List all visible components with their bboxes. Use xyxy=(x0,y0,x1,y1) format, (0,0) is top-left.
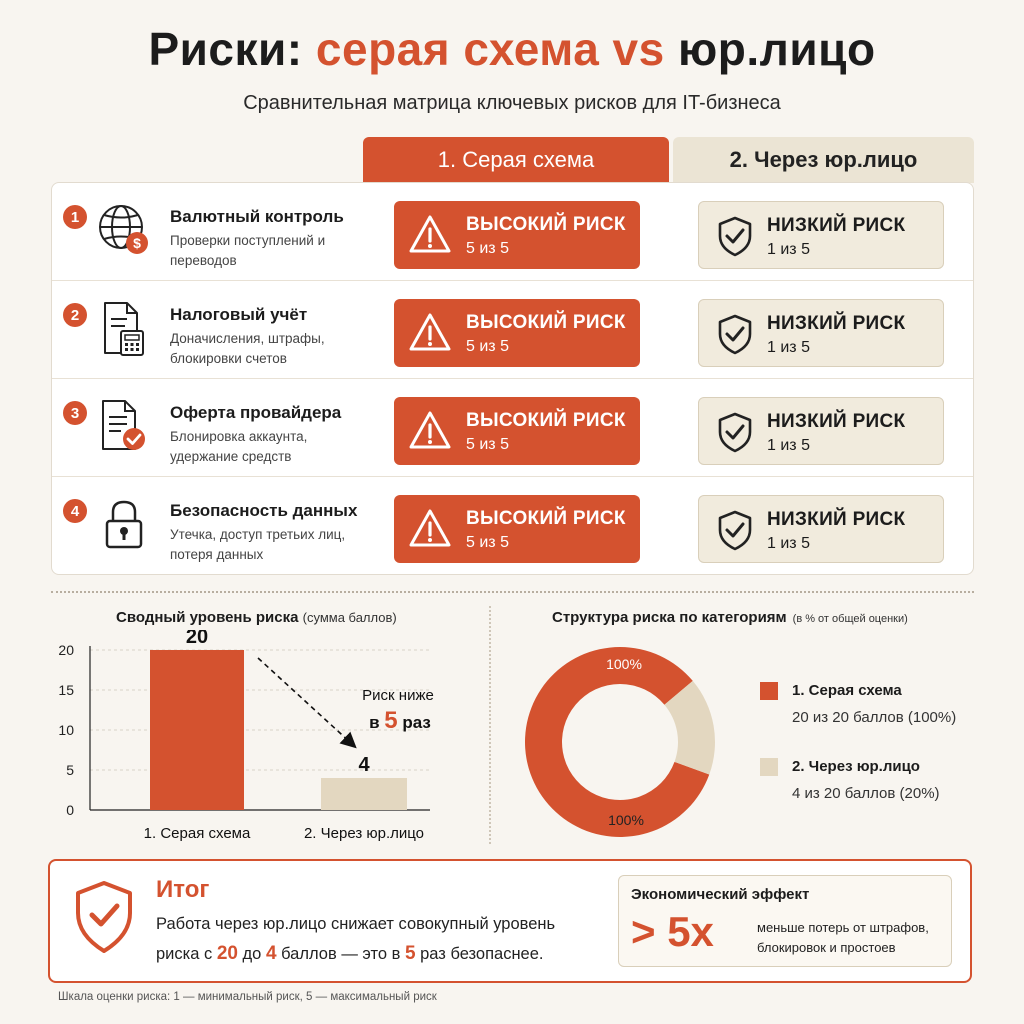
risk-score: 1 из 5 xyxy=(767,437,810,454)
section-divider xyxy=(51,591,974,593)
legend-swatch-legal xyxy=(760,758,778,776)
high-risk-badge: ВЫСОКИЙ РИСК 5 из 5 xyxy=(394,495,640,563)
risk-level-label: ВЫСОКИЙ РИСК xyxy=(466,214,626,235)
y-tick-label: 20 xyxy=(58,642,74,658)
vertical-divider xyxy=(489,606,491,844)
legend-name: 2. Через юр.лицо xyxy=(792,758,920,775)
shield-check-icon xyxy=(76,881,132,953)
y-tick-label: 10 xyxy=(58,722,74,738)
risk-row: 2 Налоговый учёт Доначисления, штрафы, б… xyxy=(52,281,973,379)
summary-text: Работа через юр.лицо снижает совокупный … xyxy=(156,915,556,964)
donut-slice xyxy=(664,680,715,775)
x-tick-label: 1. Серая схема xyxy=(144,825,251,842)
svg-text:$: $ xyxy=(133,235,141,251)
row-title: Безопасность данных xyxy=(170,501,358,520)
page-title: Риски: серая схема vs юр.лицо xyxy=(148,23,876,75)
footnote: Шкала оценки риска: 1 — минимальный риск… xyxy=(58,991,437,1003)
row-title: Оферта провайдера xyxy=(170,403,342,422)
row-number: 4 xyxy=(63,499,87,523)
high-risk-badge: ВЫСОКИЙ РИСК 5 из 5 xyxy=(394,397,640,465)
x-tick-label: 2. Через юр.лицо xyxy=(304,825,424,842)
row-description: Проверки поступлений и переводов xyxy=(170,233,326,268)
bar-chart-title: Сводный уровень риска (сумма баллов) xyxy=(116,609,397,626)
risk-score: 5 из 5 xyxy=(466,534,509,551)
bar-chart: 0 5 10 15 20 20 1. Серая схема 4 2. Через юр.лиц… xyxy=(58,630,434,842)
row-number: 3 xyxy=(63,401,87,425)
high-risk-badge: ВЫСОКИЙ РИСК 5 из 5 xyxy=(394,201,640,269)
legend-value: 4 из 20 баллов (20%) xyxy=(792,785,940,802)
document-calculator-icon xyxy=(104,302,144,356)
summary-title: Итог xyxy=(156,876,210,903)
bar xyxy=(321,778,407,810)
annotation-text: Риск ниже xyxy=(362,687,434,704)
shield-check-icon xyxy=(718,412,752,453)
document-check-icon xyxy=(102,400,145,450)
row-number: 1 xyxy=(63,205,87,229)
risk-matrix: 1 $ Валютный контроль Проверки поступлен… xyxy=(51,182,974,575)
risk-level-label: НИЗКИЙ РИСК xyxy=(767,313,906,334)
risk-row: 4 Безопасность данных Утечка, доступ тре… xyxy=(52,477,973,575)
title-accent: серая схема vs xyxy=(315,23,665,75)
low-risk-badge: НИЗКИЙ РИСК 1 из 5 xyxy=(698,495,944,563)
risk-level-label: ВЫСОКИЙ РИСК xyxy=(466,410,626,431)
risk-level-label: ВЫСОКИЙ РИСК xyxy=(466,312,626,333)
warning-icon xyxy=(409,509,451,547)
page-subtitle: Сравнительная матрица ключевых рисков дл… xyxy=(243,92,781,114)
warning-icon xyxy=(409,411,451,449)
bar-value-label: 20 xyxy=(186,630,208,648)
low-risk-badge: НИЗКИЙ РИСК 1 из 5 xyxy=(698,299,944,367)
shield-check-icon xyxy=(718,510,752,551)
row-description: Утечка, доступ третьих лиц, потеря данны… xyxy=(170,527,346,562)
shield-check-icon xyxy=(718,314,752,355)
risk-row: 3 Оферта провайдера Блонировка аккаунта,… xyxy=(52,379,973,477)
high-risk-badge: ВЫСОКИЙ РИСК 5 из 5 xyxy=(394,299,640,367)
low-risk-badge: НИЗКИЙ РИСК 1 из 5 xyxy=(698,397,944,465)
risk-score: 5 из 5 xyxy=(466,436,509,453)
legend-name: 1. Серая схема xyxy=(792,682,902,699)
y-tick-label: 5 xyxy=(66,762,74,778)
donut-slice xyxy=(525,647,710,837)
risk-level-label: НИЗКИЙ РИСК xyxy=(767,411,906,432)
effect-value: > 5x xyxy=(631,908,714,955)
risk-row: 1 $ Валютный контроль Проверки поступлен… xyxy=(52,183,973,281)
risk-score: 1 из 5 xyxy=(767,241,810,258)
risk-level-label: НИЗКИЙ РИСК xyxy=(767,509,906,530)
risk-score: 1 из 5 xyxy=(767,339,810,356)
row-title: Налоговый учёт xyxy=(170,305,308,324)
warning-icon xyxy=(409,215,451,253)
shield-check-icon xyxy=(718,216,752,257)
padlock-icon xyxy=(105,500,143,549)
column-header-grey-scheme: 1. Серая схема xyxy=(363,137,669,183)
row-description: Блонировка аккаунта, удержание средств xyxy=(170,429,308,464)
legend-value: 20 из 20 баллов (100%) xyxy=(792,709,957,726)
donut-chart-title: Структура риска по категориям (в % от общ… xyxy=(552,609,908,626)
globe-currency-icon: $ xyxy=(99,205,148,254)
economic-effect-card: Экономический эффект > 5x меньше потерь … xyxy=(618,875,952,967)
risk-score: 5 из 5 xyxy=(466,240,509,257)
row-number: 2 xyxy=(63,303,87,327)
bar xyxy=(150,650,244,810)
risk-score: 5 из 5 xyxy=(466,338,509,355)
risk-level-label: ВЫСОКИЙ РИСК xyxy=(466,508,626,529)
slice-label: 100% xyxy=(608,812,644,828)
y-tick-label: 0 xyxy=(66,802,74,818)
row-description: Доначисления, штрафы, блокировки счетов xyxy=(170,331,325,366)
reduction-arrow xyxy=(257,657,357,749)
summary-box: Итог Работа через юр.лицо снижает совоку… xyxy=(48,859,972,983)
effect-title: Экономический эффект xyxy=(631,886,810,903)
risk-score: 1 из 5 xyxy=(767,535,810,552)
annotation-value: в 5 раз xyxy=(369,707,431,734)
bar-value-label: 4 xyxy=(358,754,370,776)
row-title: Валютный контроль xyxy=(170,207,344,226)
slice-label: 100% xyxy=(606,656,642,672)
legend-swatch-grey xyxy=(760,682,778,700)
column-header-legal-entity: 2. Через юр.лицо xyxy=(673,137,974,183)
low-risk-badge: НИЗКИЙ РИСК 1 из 5 xyxy=(698,201,944,269)
donut-chart: 100% 100% xyxy=(525,647,715,837)
y-tick-label: 15 xyxy=(58,682,74,698)
risk-level-label: НИЗКИЙ РИСК xyxy=(767,215,906,236)
warning-icon xyxy=(409,313,451,351)
effect-description: меньше потерь от штрафов, блокировок и п… xyxy=(757,920,929,955)
